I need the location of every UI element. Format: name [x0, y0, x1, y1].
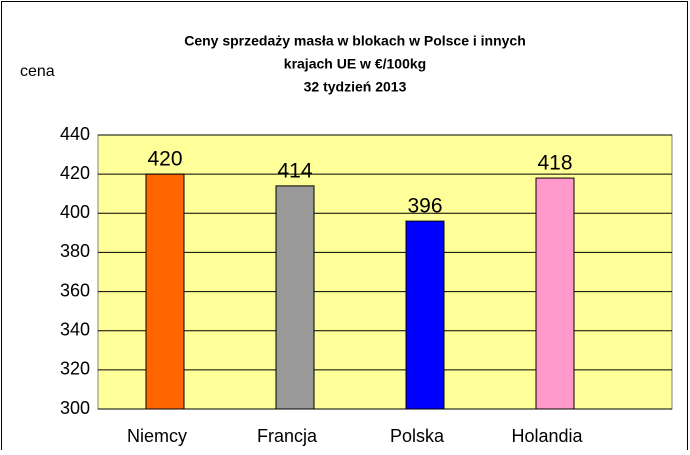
y-tick-label: 400 [60, 202, 90, 222]
x-tick-label: Niemcy [127, 426, 187, 446]
data-label: 396 [407, 195, 442, 218]
data-label: 414 [277, 159, 312, 182]
bar [275, 185, 315, 410]
x-tick-label: Holandia [511, 426, 583, 446]
x-tick-label: Francja [257, 426, 318, 446]
bar [405, 220, 445, 410]
chart-title: krajach UE w €/100kg [284, 56, 426, 72]
y-tick-label: 340 [60, 319, 90, 339]
y-tick-label: 440 [60, 124, 90, 144]
bar [535, 177, 575, 410]
y-tick-label: 380 [60, 241, 90, 261]
y-tick-label: 320 [60, 359, 90, 379]
chart-title: 32 tydzień 2013 [304, 79, 407, 95]
bar [145, 173, 185, 410]
chart-title: Ceny sprzedaży masła w blokach w Polsce … [184, 33, 526, 49]
y-tick-label: 300 [60, 398, 90, 418]
plot-area [97, 134, 673, 410]
data-label: 418 [537, 152, 572, 175]
y-tick-label: 420 [60, 163, 90, 183]
x-tick-label: Polska [390, 426, 445, 446]
y-tick-label: 360 [60, 280, 90, 300]
y-axis-label: cena [20, 63, 55, 80]
data-label: 420 [147, 148, 182, 171]
